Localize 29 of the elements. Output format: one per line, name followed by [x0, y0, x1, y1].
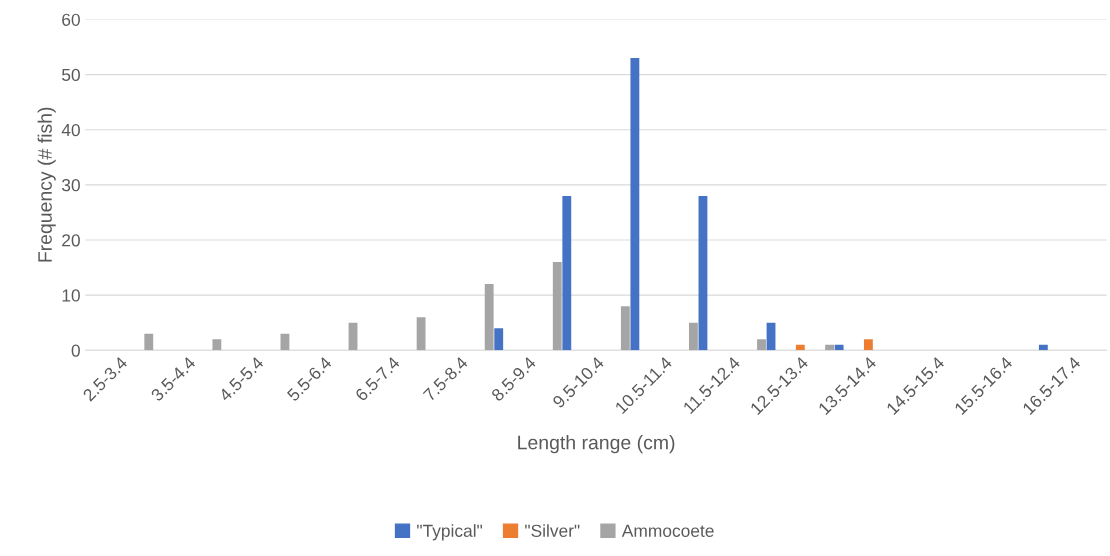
bar [825, 344, 835, 351]
bar [834, 344, 844, 351]
y-tick-label: 60 [62, 13, 80, 26]
y-axis-title: Frequency (# fish) [37, 107, 56, 262]
legend-label: "Typical" [417, 524, 483, 541]
y-tick-label: 40 [61, 123, 80, 137]
bar [484, 284, 494, 351]
y-tick-label: 30 [61, 179, 80, 192]
y-tick-label: 10 [62, 289, 80, 302]
bar [757, 339, 766, 351]
bar [795, 344, 805, 351]
legend-label: Ammocoete [621, 524, 714, 537]
y-tick-label: 20 [62, 234, 80, 247]
bar [863, 339, 873, 351]
bar [552, 262, 562, 351]
legend-label: "Silver" [525, 524, 580, 537]
y-tick-label: 50 [61, 68, 80, 82]
bar [144, 333, 154, 351]
y-tick-label: 0 [71, 344, 80, 357]
bar [630, 58, 640, 351]
bar [562, 195, 572, 351]
bar [416, 317, 426, 351]
x-axis-title: Length range (cm) [518, 435, 675, 454]
bar [689, 322, 698, 351]
bar [212, 339, 222, 351]
bar [698, 195, 708, 351]
bar [1038, 344, 1048, 351]
bar [620, 306, 630, 351]
bar [494, 328, 504, 351]
